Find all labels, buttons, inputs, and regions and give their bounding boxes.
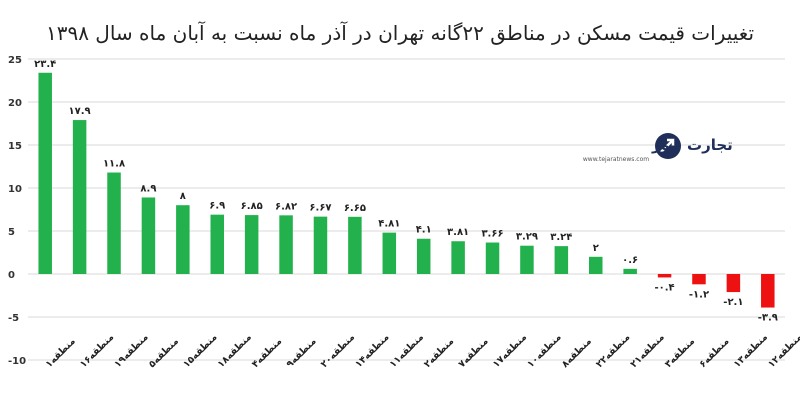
category-label: منطقه۱۴: [353, 332, 391, 370]
logo-arrow-icon: [660, 138, 675, 153]
bar: [520, 245, 534, 274]
y-tick-label: 5: [8, 227, 15, 238]
category-label: منطقه۱۶: [78, 332, 116, 370]
data-labels: ۲۳.۴ ۱۷.۹ ۱۱.۸ ۸.۹ ۸ ۶.۹ ۶.۸۵ ۶.۸۲ ۶.۶۷ ۶.۶۵ ۴.۸۱ ۴…: [34, 59, 778, 324]
bar: [176, 205, 190, 274]
data-label: ۶.۶۷: [309, 203, 331, 214]
category-label: منطقه۱۹: [112, 332, 150, 370]
data-label: ۱۱.۸: [103, 159, 125, 170]
bar: [107, 172, 121, 274]
y-tick-label: 25: [8, 55, 22, 66]
category-label: منطقه۱۳: [732, 332, 770, 370]
data-label: ۶.۶۵: [344, 203, 366, 214]
bar: [348, 216, 362, 274]
data-label: ۰.۶: [622, 255, 638, 266]
y-tick-label: 15: [8, 141, 22, 152]
category-label: منطقه۹: [284, 336, 318, 370]
data-label: -۱.۲: [689, 289, 709, 300]
data-label: -۳.۹: [758, 313, 778, 324]
data-label: ۲: [593, 243, 599, 254]
bar: [451, 241, 465, 274]
logo-url: www.tejaratnews.com: [583, 156, 649, 163]
chart-title: تغییرات قیمت مسکن در مناطق ۲۲گانه تهران …: [46, 20, 754, 45]
tejarat-news-logo: تجارت نیوز www.tejaratnews.com: [583, 133, 733, 163]
gridlines: [28, 58, 785, 361]
category-label: منطقه۱۷: [491, 332, 529, 370]
bar: [244, 215, 259, 274]
category-label: منطقه۵: [147, 336, 181, 370]
category-label: منطقه۴: [250, 336, 284, 370]
y-axis-ticks: 25 20 15 10 5 0 -5 -10: [8, 55, 26, 367]
bar: [761, 274, 775, 308]
bar: [657, 274, 672, 278]
category-label: منطقه۱۸: [216, 332, 254, 370]
data-label: ۴.۸۱: [378, 219, 400, 230]
category-label: منطقه۱: [44, 336, 78, 370]
data-label: ۸.۹: [140, 183, 156, 194]
y-tick-label: -5: [8, 313, 19, 324]
category-label: منطقه۱۰: [525, 332, 563, 370]
data-label: ۳.۶۶: [481, 229, 503, 240]
data-label: ۸: [180, 191, 186, 202]
data-label: ۳.۲۹: [516, 232, 538, 243]
category-label: منطقه۱۵: [181, 332, 219, 370]
bar: [210, 214, 224, 274]
data-label: ۶.۸۵: [241, 201, 263, 212]
bar: [554, 246, 569, 274]
category-label: منطقه۳: [663, 336, 697, 370]
bars: [38, 72, 775, 308]
data-label: ۳.۸۱: [447, 227, 469, 238]
bar: [623, 268, 637, 274]
data-label: -۰.۴: [654, 282, 674, 293]
logo-name: تجارت نیوز: [651, 136, 733, 154]
bar: [692, 274, 706, 285]
bar: [416, 238, 431, 274]
bar: [38, 72, 52, 274]
data-label: ۳.۲۴: [550, 232, 572, 243]
data-label: ۲۳.۴: [34, 59, 56, 70]
y-tick-label: 0: [8, 270, 15, 281]
category-label: منطقه۲۰: [319, 332, 357, 370]
category-label: منطقه۸: [560, 336, 594, 370]
data-label: ۶.۹: [209, 201, 225, 212]
bar: [313, 216, 328, 274]
bar: [141, 197, 156, 274]
category-label: منطقه۱۱: [388, 332, 426, 370]
category-label: منطقه۲۲: [594, 332, 632, 370]
data-label: ۶.۸۲: [275, 201, 297, 212]
category-label: منطقه۷: [456, 336, 490, 370]
bar: [726, 274, 741, 293]
category-label: منطقه۶: [697, 336, 731, 370]
category-label: منطقه۱۲: [766, 332, 800, 370]
data-label: ۱۷.۹: [69, 106, 91, 117]
category-label: منطقه۲: [422, 336, 456, 370]
bar: [382, 232, 397, 274]
data-label: ۴.۱: [416, 225, 432, 236]
y-tick-label: 10: [8, 184, 22, 195]
bar: [72, 120, 87, 274]
bar: [485, 242, 500, 274]
y-tick-label: -10: [8, 356, 26, 367]
bar: [589, 256, 603, 274]
data-label: -۲.۱: [723, 297, 743, 308]
category-label: منطقه۲۱: [629, 332, 667, 370]
bar: [279, 215, 293, 274]
y-tick-label: 20: [8, 98, 22, 109]
